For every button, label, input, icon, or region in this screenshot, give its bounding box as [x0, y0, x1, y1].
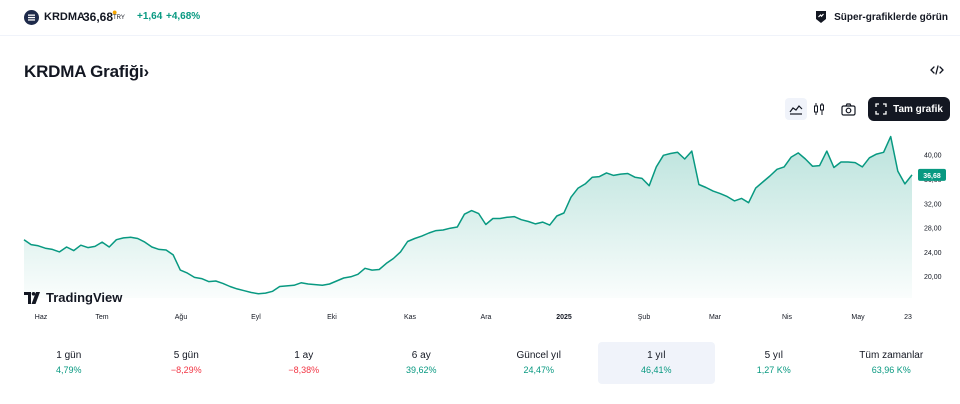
period-label: 1 ay	[294, 350, 314, 361]
realtime-dot-icon: ●	[112, 7, 118, 17]
y-tick-label: 40,00	[924, 153, 942, 160]
chevron-right-icon: ›	[143, 62, 150, 81]
x-tick-label: Tem	[95, 314, 108, 321]
period-change: 24,47%	[523, 365, 555, 375]
period-change: 63,96 K%	[871, 365, 911, 375]
symbol-name[interactable]: KRDMA	[44, 11, 85, 23]
period-label: Tüm zamanlar	[859, 350, 924, 361]
period-tab[interactable]: Güncel yıl 24,47%	[480, 342, 598, 384]
camera-icon	[840, 102, 856, 116]
y-tick-label: 32,00	[924, 201, 942, 208]
x-tick-label: Mar	[709, 314, 722, 321]
price-change-percent: +4,68%	[166, 11, 201, 22]
period-label: 1 yıl	[647, 350, 666, 361]
period-label: 5 gün	[173, 350, 199, 361]
embed-code-icon[interactable]	[930, 63, 944, 77]
supercharts-icon	[816, 11, 827, 23]
full-chart-button[interactable]: Tam grafik	[868, 97, 950, 121]
price-area-fill	[24, 136, 912, 298]
tradingview-icon	[24, 291, 40, 304]
y-tick-label: 20,00	[924, 274, 942, 281]
period-change: 46,41%	[640, 365, 672, 375]
period-tab[interactable]: 6 ay 39,62%	[363, 342, 481, 384]
x-tick-label: Ağu	[175, 314, 188, 321]
period-change: 1,27 K%	[756, 365, 791, 375]
last-price-badge	[918, 168, 946, 181]
x-tick-label: Ara	[481, 314, 492, 321]
period-label: Güncel yıl	[516, 350, 561, 361]
period-tab[interactable]: 5 yıl 1,27 K%	[715, 342, 833, 384]
x-tick-label: 2025	[556, 314, 572, 321]
chart-title-link[interactable]: KRDMA Grafiği›	[24, 62, 149, 82]
snapshot-button[interactable]	[837, 98, 859, 120]
x-tick-label: Haz	[35, 314, 48, 321]
x-tick-label: Nis	[782, 314, 793, 321]
y-tick-label: 28,00	[924, 226, 942, 233]
period-tab[interactable]: 1 ay −8,38%	[245, 342, 363, 384]
x-tick-label: Eki	[327, 314, 337, 321]
tradingview-wordmark: TradingView	[46, 290, 123, 305]
full-chart-label: Tam grafik	[893, 103, 943, 115]
symbol-logo-icon	[24, 10, 39, 25]
period-tab[interactable]: 1 gün 4,79%	[10, 342, 128, 384]
page-title: KRDMA Grafiği	[24, 62, 144, 81]
candles-button[interactable]	[808, 98, 830, 120]
period-change: −8,29%	[170, 365, 202, 375]
area-chart-icon	[789, 105, 803, 115]
period-label: 1 gün	[56, 350, 82, 361]
period-label: 5 yıl	[764, 350, 783, 361]
tradingview-logo[interactable]: TradingView	[24, 290, 122, 305]
candles-icon	[814, 103, 824, 115]
fullscreen-icon	[875, 103, 887, 115]
super-charts-link[interactable]: Süper-grafiklerde görün	[814, 10, 948, 24]
period-label: 6 ay	[411, 350, 431, 361]
period-tab[interactable]: 5 gün −8,29%	[128, 342, 246, 384]
symbol-header: KRDMA 36,68 ● TRY +1,64 +4,68% Süper-gra…	[0, 0, 960, 36]
period-tab[interactable]: Tüm zamanlar 63,96 K%	[833, 342, 951, 384]
x-tick-label: 23	[904, 314, 912, 321]
period-tab[interactable]: 1 yıl 46,41%	[597, 342, 715, 384]
period-change: 39,62%	[405, 365, 437, 375]
y-tick-label: 24,00	[924, 250, 942, 257]
period-change: −8,38%	[288, 365, 320, 375]
x-tick-label: Kas	[404, 314, 417, 321]
x-tick-label: Şub	[638, 314, 651, 321]
last-price-label: 36,68	[923, 173, 941, 180]
price-change: +1,64	[137, 11, 163, 22]
area-chart-button[interactable]	[785, 98, 807, 120]
x-tick-label: May	[851, 314, 865, 321]
period-change: 4,79%	[55, 365, 82, 375]
price-line	[23, 135, 913, 295]
symbol-price: 36,68	[83, 10, 114, 24]
performance-periods: 1 gün 4,79% 5 gün −8,29% 1 ay −8,38% 6 ay 39,62…	[10, 342, 950, 384]
super-charts-label: Süper-grafiklerde görün	[834, 11, 948, 23]
x-tick-label: Eyl	[251, 314, 261, 321]
